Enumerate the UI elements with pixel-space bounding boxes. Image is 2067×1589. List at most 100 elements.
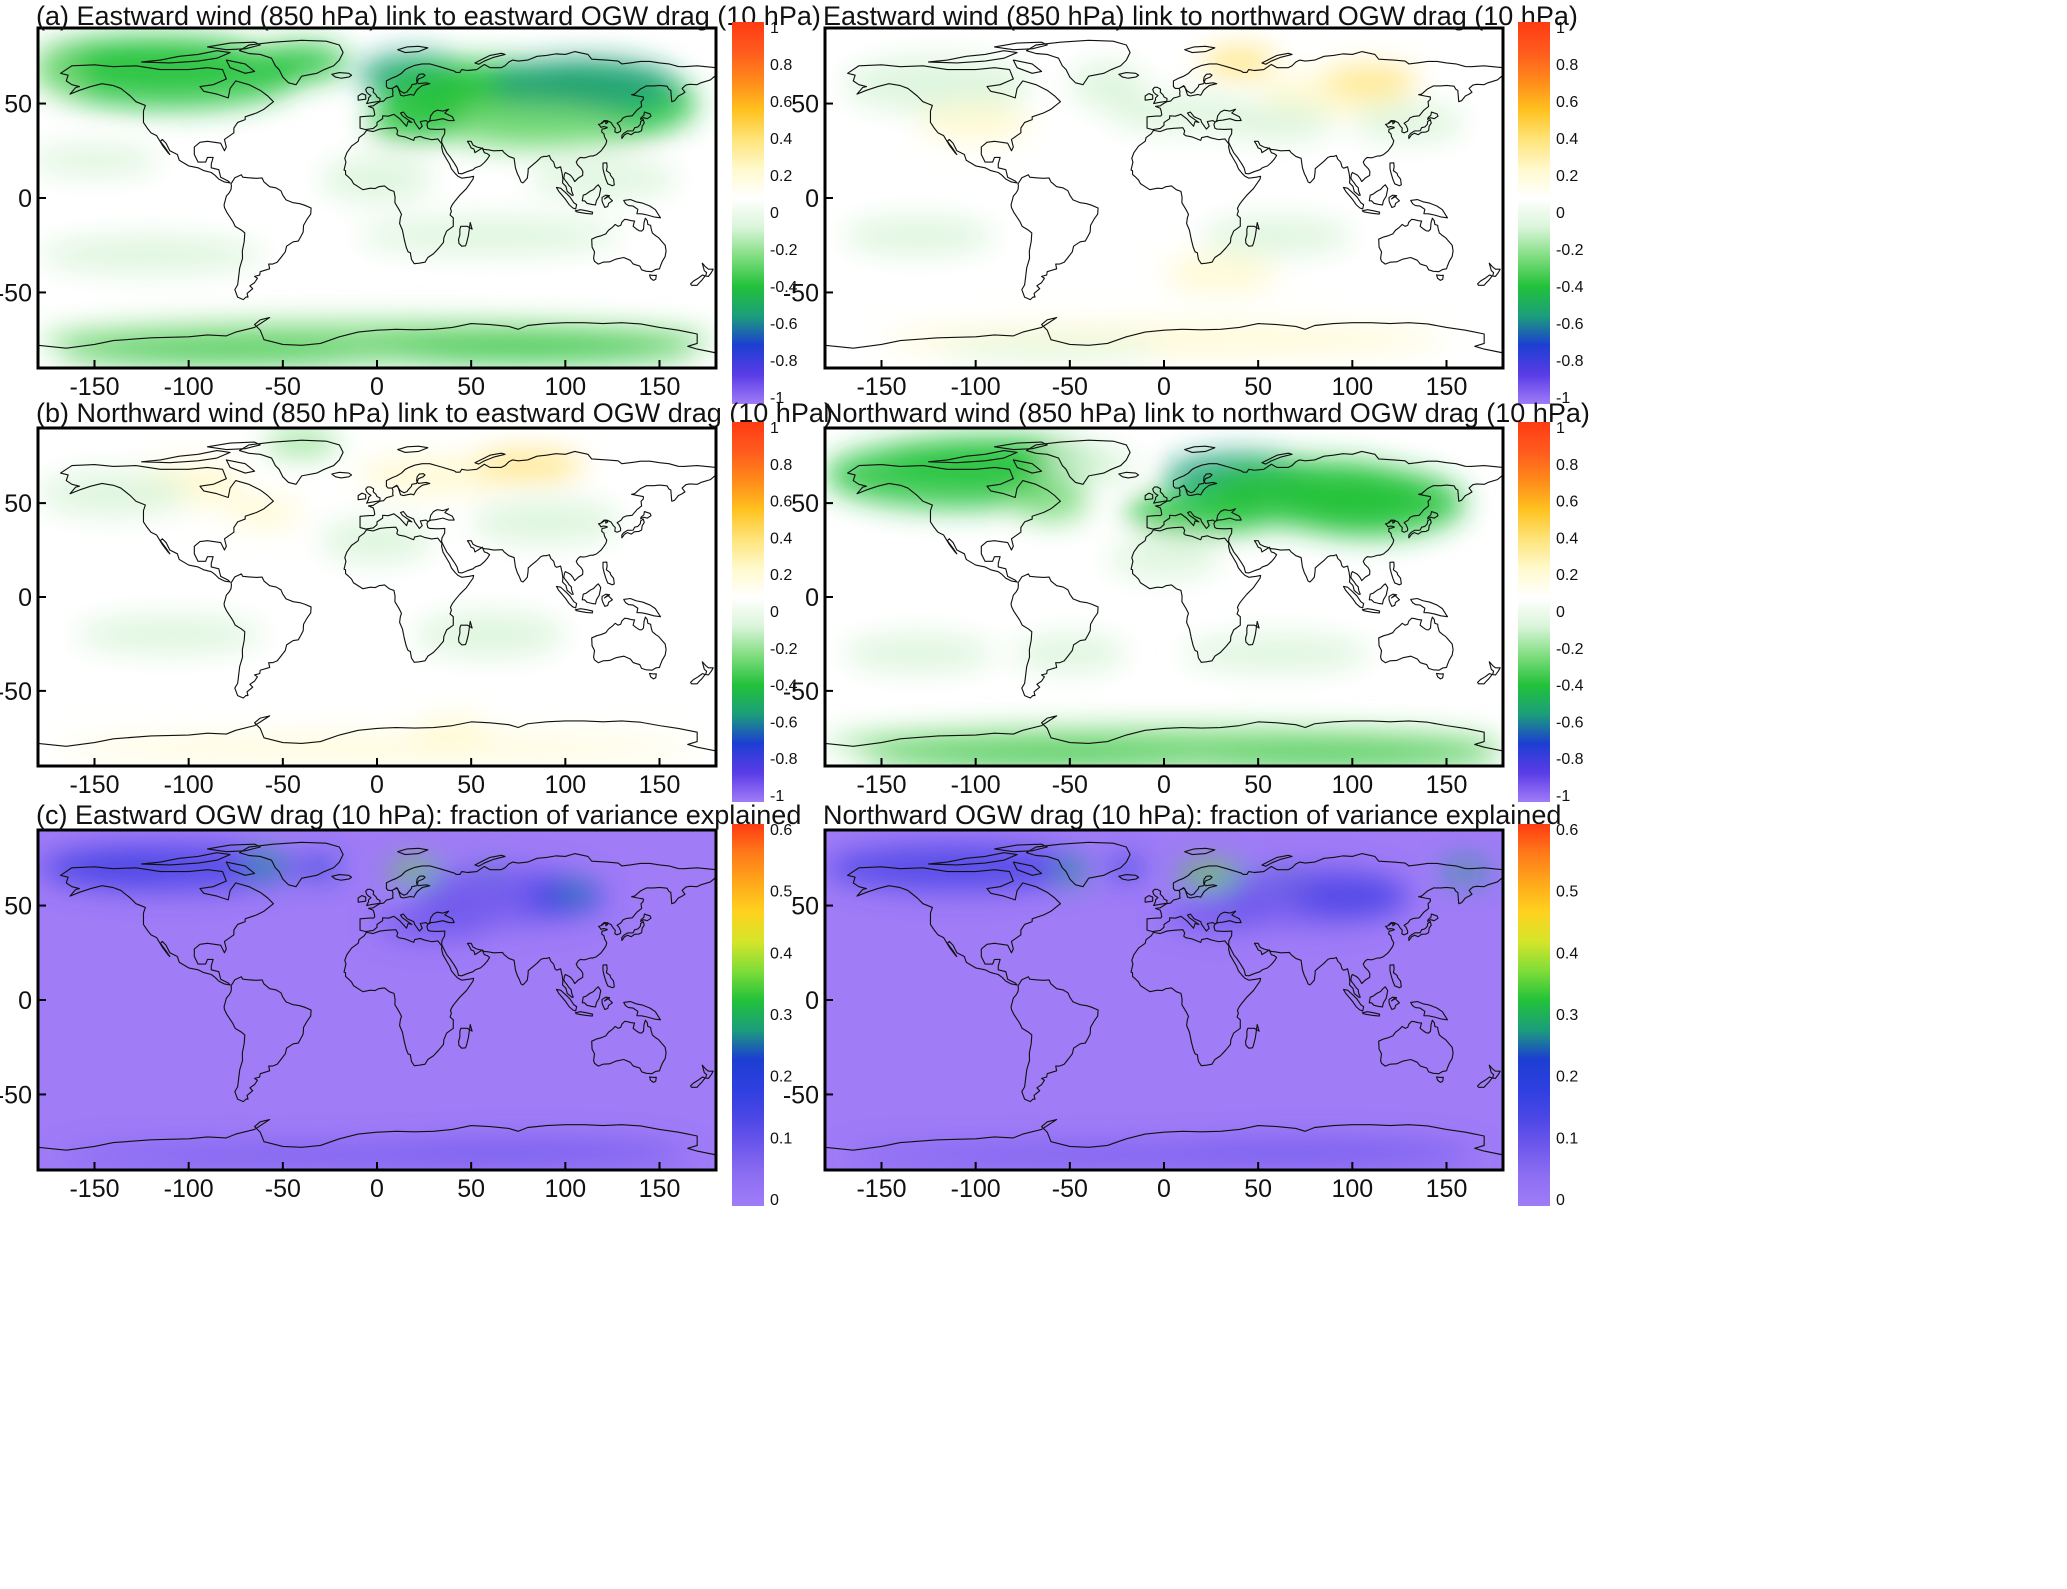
y-tick-label: -50: [0, 1081, 32, 1109]
y-tick-label: 0: [18, 185, 32, 213]
field-blob: [1164, 1141, 1466, 1161]
field-blob: [1164, 254, 1277, 293]
x-tick-label: 50: [1244, 771, 1272, 799]
colorbar-tick-label: 1: [1556, 20, 1565, 37]
field-blob: [862, 745, 1240, 766]
y-tick-label: -50: [0, 279, 32, 307]
colorbar-tick-label: 1: [770, 20, 779, 37]
field-blob: [1013, 484, 1089, 522]
field-blob: [320, 156, 434, 202]
x-tick-label: -150: [69, 1175, 119, 1203]
x-tick-label: 150: [639, 771, 681, 799]
field-layer: [825, 845, 1488, 1165]
x-tick-label: -100: [951, 1175, 1001, 1203]
field-blob: [56, 341, 396, 365]
field-layer: [38, 37, 716, 365]
field-blob: [1295, 877, 1409, 915]
x-tick-label: 150: [1426, 1175, 1468, 1203]
colorbar-tick-label: 0.4: [1556, 131, 1578, 148]
colorbar-tick-label: -0.2: [1556, 641, 1584, 658]
colorbar-tick-label: -0.6: [1556, 714, 1584, 731]
field-blob: [414, 612, 566, 658]
field-blob: [254, 43, 349, 81]
field-blob: [38, 235, 264, 274]
colorbar-tick-label: 0.2: [1556, 567, 1578, 584]
map-panel-6: Northward OGW drag (10 hPa): fraction of…: [783, 800, 1578, 1209]
field-blob: [490, 58, 679, 112]
field-layer: [843, 46, 1466, 359]
field-blob: [1324, 65, 1419, 96]
field-blob: [56, 852, 170, 883]
y-tick-label: 0: [18, 987, 32, 1015]
field-blob: [559, 884, 590, 900]
x-tick-label: -50: [1052, 373, 1088, 401]
panel-title: (b) Northward wind (850 hPa) link to eas…: [36, 398, 833, 428]
field-layer: [825, 437, 1503, 766]
y-tick-label: -50: [783, 279, 819, 307]
field-blob: [527, 160, 679, 198]
colorbar-tick-label: -0.8: [1556, 751, 1584, 768]
colorbar-tick-label: -0.8: [770, 353, 798, 370]
colorbar-tick-label: 0.6: [770, 494, 792, 511]
y-tick-label: 50: [4, 91, 32, 119]
field-blob: [1352, 103, 1466, 142]
colorbar-tick-label: 0.2: [1556, 168, 1578, 185]
colorbar-tick-label: -1: [1556, 788, 1570, 805]
x-tick-label: -100: [951, 373, 1001, 401]
panel-title: Northward wind (850 hPa) link to northwa…: [823, 398, 1590, 428]
colorbar-tick-label: 0.6: [1556, 822, 1578, 839]
field-blob: [1220, 103, 1334, 142]
colorbar-tick-label: 0.2: [770, 1069, 792, 1086]
field-blob: [358, 216, 622, 255]
colorbar-tick-label: 0.5: [770, 884, 792, 901]
x-tick-label: 100: [544, 1175, 586, 1203]
y-tick-label: -50: [783, 678, 819, 706]
x-tick-label: 0: [370, 1175, 384, 1203]
field-blob: [843, 216, 995, 255]
colorbar-tick-label: 0.2: [770, 567, 792, 584]
x-tick-label: -100: [164, 373, 214, 401]
colorbar-tick-label: -1: [1556, 390, 1570, 407]
field-blob: [1442, 862, 1488, 881]
map-panel-4: Northward wind (850 hPa) link to northwa…: [783, 398, 1590, 805]
colorbar-tick-label: -1: [770, 788, 784, 805]
field-blob: [38, 471, 189, 517]
colorbar-tick-label: 0: [1556, 205, 1565, 222]
x-tick-label: -50: [265, 771, 301, 799]
field-blob: [320, 518, 434, 564]
field-blob: [358, 456, 509, 494]
colorbar-tick-label: -0.8: [1556, 353, 1584, 370]
colorbar-tick-label: 0.6: [1556, 494, 1578, 511]
field-blob: [38, 145, 161, 176]
colorbar-tick-label: -0.6: [770, 714, 798, 731]
x-tick-label: 50: [1244, 373, 1272, 401]
colorbar-tick-label: 0.6: [770, 822, 792, 839]
x-tick-label: 0: [1157, 1175, 1171, 1203]
field-blob: [1054, 860, 1085, 883]
field-blob: [1107, 858, 1146, 878]
x-tick-label: 100: [544, 771, 586, 799]
colorbar-tick-label: 0.3: [1556, 1007, 1578, 1024]
colorbar: [1518, 824, 1550, 1206]
colorbar-tick-label: 0.6: [1556, 94, 1578, 111]
colorbar: [732, 422, 764, 802]
colorbar-tick-label: 0.2: [1556, 1069, 1578, 1086]
colorbar-tick-label: -0.8: [770, 751, 798, 768]
colorbar-tick-label: 0.3: [770, 1007, 792, 1024]
x-tick-label: 150: [639, 1175, 681, 1203]
x-tick-label: 150: [1426, 771, 1468, 799]
field-blob: [1182, 634, 1372, 673]
y-tick-label: 0: [805, 584, 819, 612]
panel-title: Northward OGW drag (10 hPa): fraction of…: [823, 800, 1561, 830]
colorbar-tick-label: 0.8: [1556, 457, 1578, 474]
colorbar: [732, 824, 764, 1206]
x-tick-label: -150: [856, 771, 906, 799]
x-tick-label: 100: [1331, 373, 1373, 401]
colorbar-tick-label: -0.6: [770, 316, 798, 333]
x-tick-label: -150: [856, 373, 906, 401]
y-tick-label: 0: [805, 987, 819, 1015]
map-panel-3: (b) Northward wind (850 hPa) link to eas…: [0, 398, 833, 805]
field-blob: [1277, 469, 1466, 537]
colorbar-tick-label: -1: [770, 390, 784, 407]
